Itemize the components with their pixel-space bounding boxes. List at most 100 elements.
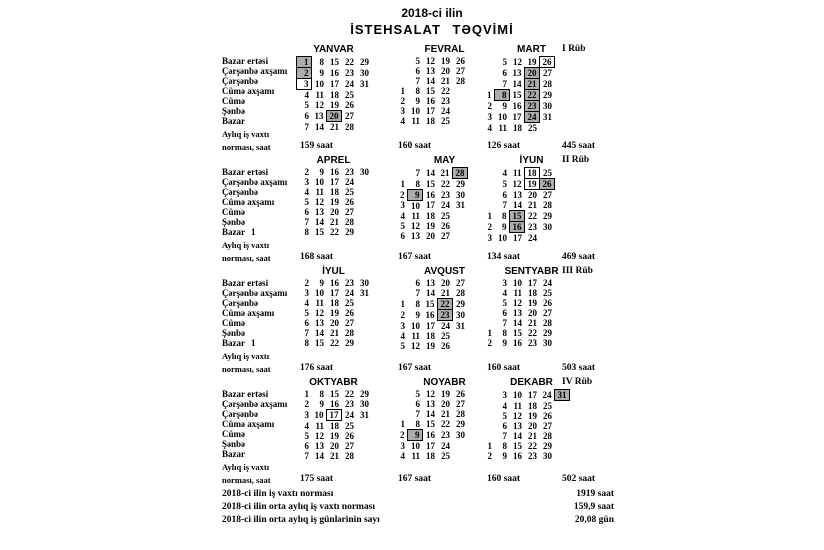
day-cell: 31: [360, 79, 369, 89]
weekday-labels: Bazar ertəsi Çərşənbə axşamı Çərşənbə Cümə …: [222, 389, 287, 459]
day-cell: 6: [502, 68, 508, 78]
day-cell: 13: [426, 66, 435, 76]
day-cell: 4: [400, 451, 406, 461]
day-cell: 30: [543, 101, 552, 111]
day-cell: [554, 179, 569, 190]
calendar-week-row: 4 11 18 25: [483, 288, 569, 298]
calendar-week-row: 2 9 16 23 30: [396, 429, 482, 441]
day-cell: 2: [400, 430, 405, 440]
day-cell: [483, 190, 494, 201]
day-cell: 5: [502, 57, 508, 67]
day-cell: 29: [345, 338, 354, 348]
day-cell: 21: [441, 409, 450, 419]
day-cell: 28: [345, 217, 354, 227]
day-cell: 26: [456, 56, 465, 66]
monthly-norm-label-line1: Aylıq iş vaxtı: [222, 129, 270, 139]
day-cell: [554, 68, 569, 79]
weekday-label: Bazar ertəsi: [222, 167, 269, 177]
day-cell: 18: [528, 400, 537, 411]
day-cell: 1: [400, 419, 406, 430]
month-calendar: 7 14 21 28 1 8 15 22 29 2 9 16 23 30 3 10 17 24 31 4 11 18 25 5…: [396, 167, 482, 241]
day-cell: 3: [487, 112, 493, 122]
weekday-label: Bazar ertəsi: [222, 389, 269, 399]
day-cell: 30: [360, 399, 369, 410]
day-cell: 27: [543, 68, 552, 79]
day-cell: [483, 318, 494, 328]
day-cell: 22: [528, 328, 537, 338]
day-cell: [246, 328, 296, 338]
day-cell: [467, 106, 482, 116]
day-cell: 22: [441, 86, 450, 96]
day-cell: 15: [512, 90, 522, 100]
day-cell: [554, 328, 569, 338]
calendar-week-row: 6 13 20 27: [246, 441, 371, 451]
day-cell: [356, 338, 371, 348]
day-cell: 2: [304, 167, 310, 177]
day-cell: [483, 308, 494, 318]
day-cell: [246, 187, 296, 197]
calendar-week-row: 3 10 17 24 31: [396, 200, 482, 211]
day-cell: 26: [543, 411, 552, 421]
day-cell: [396, 56, 407, 66]
day-cell: 24: [542, 390, 552, 400]
day-cell: [554, 421, 569, 431]
monthly-norm-label-line2: norması, saat: [222, 142, 271, 152]
day-cell: [246, 441, 296, 451]
holiday-day: 15: [508, 210, 525, 222]
day-cell: 7: [304, 328, 310, 338]
weekday-label: Cümə axşamı: [222, 197, 275, 207]
day-cell: 10: [314, 410, 324, 420]
day-cell: [356, 441, 371, 451]
day-cell: 30: [360, 68, 369, 78]
day-cell: 2: [400, 96, 406, 106]
calendar-week-row: 6 13 20 27: [246, 318, 371, 328]
month-header: MART: [517, 44, 546, 55]
day-cell: 1: [487, 328, 493, 338]
annual-summary: 2018-ci ilin iş vaxtı norması 1919 saat …: [222, 488, 622, 527]
month-header: APREL: [316, 155, 351, 166]
day-cell: [483, 79, 494, 90]
day-cell: 20: [330, 318, 339, 328]
transferred-day-off: 17: [325, 409, 342, 421]
calendar-week-row: 5 12 19 26: [396, 56, 482, 66]
day-cell: [356, 451, 371, 461]
summary-label: 2018-ci ilin orta aylıq iş günlərinin sa…: [222, 515, 380, 525]
calendar-week-row: 1 8 15 22 29: [246, 389, 371, 399]
day-cell: 18: [426, 116, 435, 126]
day-cell: 20: [441, 399, 450, 409]
day-cell: 22: [441, 419, 450, 430]
day-cell: 27: [345, 441, 354, 451]
day-cell: 19: [528, 411, 537, 421]
day-cell: 3: [400, 440, 406, 451]
monthly-norm-value: 168 saat: [300, 252, 333, 262]
quarter-total: 502 saat: [562, 474, 595, 484]
monthly-norm-row: Aylıq iş vaxtı norması, saat 168 saat 167 s…: [222, 239, 622, 266]
day-cell: 14: [315, 328, 324, 338]
day-cell: 24: [345, 410, 354, 420]
quarter-total: 445 saat: [562, 141, 595, 151]
day-cell: 29: [543, 328, 552, 338]
transferred-day-off: 18: [523, 167, 540, 179]
month-block: NOYABR 5 12 19 26 6 13 20 27 7 14 21 28 1 8 15 22 29 2 9 16 2…: [396, 377, 482, 461]
day-cell: 8: [415, 299, 421, 309]
day-cell: 10: [411, 320, 420, 331]
day-cell: [483, 200, 494, 211]
calendar-week-row: 5 12 19 26: [396, 341, 482, 351]
day-cell: 11: [411, 451, 420, 461]
day-cell: [246, 57, 296, 68]
day-cell: 28: [543, 200, 552, 211]
day-cell: [554, 112, 569, 123]
calendar-week-row: 4 11 18 25: [246, 90, 371, 101]
calendar-week-row: 6 13 20 27: [396, 399, 482, 409]
day-cell: 24: [345, 288, 354, 298]
day-cell: 15: [425, 299, 435, 309]
calendar-week-row: 4 11 18 25: [396, 211, 482, 221]
month-header: MAY: [433, 155, 456, 166]
calendar-week-row: 2 9 16 23 30: [396, 309, 482, 321]
weekday-label: Cümə: [222, 429, 245, 439]
month-calendar: 6 13 20 27 7 14 21 28 1 8 15 22 29 2 9 16 23 30 3 10 17 24 31 4…: [396, 278, 482, 351]
weekday-label: Çərşənbə axşamı: [222, 399, 288, 409]
day-cell: 20: [441, 278, 450, 288]
calendar-week-row: 2 9 16 23 30: [483, 100, 569, 112]
day-cell: [483, 390, 494, 401]
